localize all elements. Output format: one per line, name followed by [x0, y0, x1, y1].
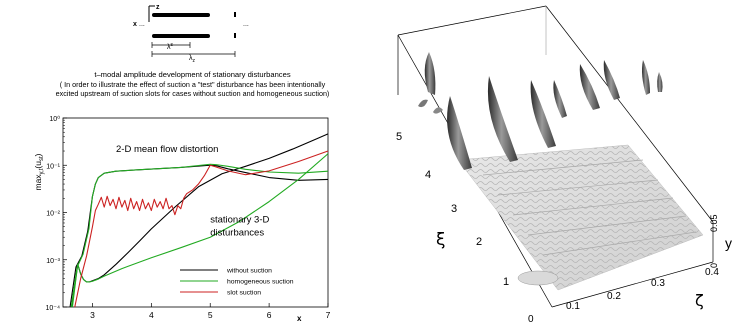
- legend-label: homogeneous suction: [227, 279, 294, 286]
- base-flow-surface: [457, 144, 704, 291]
- xi-axis-label: ξ: [436, 230, 445, 250]
- y-tick-label: 10⁻¹: [46, 163, 60, 170]
- xi-tick-label: 1: [503, 276, 509, 288]
- vortex-tube: [603, 60, 620, 100]
- y-tick-label: 0.05: [709, 214, 719, 232]
- vortex-tube: [657, 72, 663, 92]
- xi-axis: 5 4 3 2 1 ξ: [396, 131, 509, 288]
- x-tick-label: 5: [208, 310, 213, 320]
- vortex-tube: [447, 96, 472, 170]
- chart-annotation: stationary 3-D: [210, 214, 269, 225]
- y-axis-3d: 0 0.05 y: [709, 214, 732, 268]
- y-axis-label: y: [725, 235, 732, 251]
- lambda-z-label: λz: [189, 55, 196, 62]
- zeta-axis-label: ζ: [695, 291, 704, 310]
- series-line: [74, 150, 329, 308]
- suction-slot-schematic: z x ... ... λs λz: [133, 4, 249, 62]
- y-tick-label: 0: [709, 263, 719, 268]
- zeta-tick-label: 0.3: [651, 278, 665, 289]
- zeta-tick-label: 0.4: [705, 267, 719, 278]
- y-axis-label: maxy,t(ust): [33, 153, 45, 190]
- vortex-isosurface-plot: 5 4 3 2 1 ξ 0 0.1 0.2 0.3 0.4 ζ 0 0.05 y: [396, 5, 732, 325]
- vortex-structures: [418, 52, 663, 170]
- vortex-tube: [530, 80, 556, 148]
- vortex-tube: [642, 60, 650, 95]
- series-line: [71, 153, 329, 308]
- y-tick-label: 10⁻²: [46, 211, 60, 218]
- chart-title: t–modal amplitude development of station…: [94, 70, 291, 79]
- schematic-z-label: z: [156, 4, 160, 11]
- zeta-tick-label: 0.2: [607, 291, 621, 302]
- suction-slot: [234, 33, 236, 38]
- vortex-tube: [424, 52, 436, 95]
- chart-note-line-1: ( In order to illustrate the effect of s…: [59, 80, 326, 89]
- schematic-x-label: x: [133, 21, 137, 28]
- suction-slot: [234, 12, 236, 17]
- legend-label: slot suction: [227, 290, 261, 297]
- schematic-dots-right: ...: [243, 21, 249, 28]
- x-tick-label: 4: [149, 310, 154, 320]
- xi-tick-label: 5: [396, 131, 402, 143]
- vortex-tube: [553, 80, 567, 118]
- xi-tick-label: 2: [476, 236, 482, 248]
- lambda-s-label: λs: [167, 42, 174, 51]
- amplitude-line-chart: 3 4 5 6 7 10⁻⁴ 10⁻³ 10⁻² 10⁻¹ 10⁰ maxy,t(ust) x 2…: [33, 115, 331, 323]
- y-tick-label: 10⁻⁴: [46, 305, 61, 312]
- legend-label: without suction: [226, 268, 272, 275]
- series-line: [70, 163, 329, 308]
- xi-tick-label: 4: [425, 169, 431, 181]
- y-tick-label: 10⁻³: [46, 258, 60, 265]
- zeta-axis: 0 0.1 0.2 0.3 0.4 ζ: [528, 267, 719, 325]
- x-tick-label: 7: [326, 310, 331, 320]
- y-tick-label: 10⁰: [49, 115, 60, 123]
- suction-slot: [152, 13, 210, 17]
- vortex-tube: [487, 76, 518, 162]
- x-tick-label: 3: [90, 310, 95, 320]
- vortex-tube: [579, 64, 600, 110]
- x-axis-label: x: [297, 314, 302, 323]
- schematic-dots-left: ...: [139, 21, 145, 28]
- chart-annotation: 2-D mean flow distortion: [116, 144, 218, 155]
- xi-tick-label: 3: [451, 203, 457, 215]
- x-tick-label: 6: [267, 310, 272, 320]
- zeta-tick-label: 0: [528, 314, 534, 325]
- legend: without suction homogeneous suction slot…: [180, 268, 294, 297]
- suction-slot: [152, 34, 210, 38]
- chart-annotation: disturbances: [210, 227, 264, 238]
- chart-note-line-2: excited upstream of suction slots for ca…: [55, 89, 330, 98]
- zeta-tick-label: 0.1: [566, 301, 580, 312]
